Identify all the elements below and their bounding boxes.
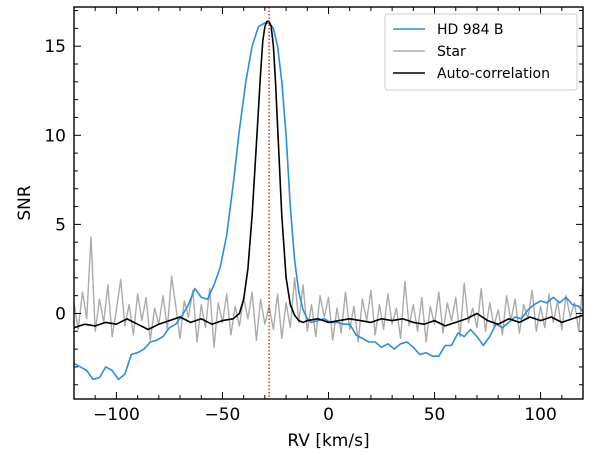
x-tick-label: 100 [524, 405, 556, 425]
series-layer [74, 20, 583, 381]
x-tick-label: −100 [93, 405, 140, 425]
x-axis-label: RV [km/s] [287, 431, 369, 451]
x-tick-label: 0 [323, 405, 334, 425]
y-axis-label: SNR [15, 185, 35, 221]
series-line-star [74, 236, 583, 348]
y-tick-label: 0 [55, 304, 66, 324]
y-tick-label: 5 [55, 215, 66, 235]
x-tick-label: −50 [205, 405, 241, 425]
y-axis-ticks: 0 5 10 15 [44, 10, 583, 386]
x-tick-label: 50 [424, 405, 446, 425]
series-line-auto-correlation [74, 20, 583, 331]
legend: HD 984 B Star Auto-correlation [384, 13, 578, 91]
x-axis-ticks: −100 −50 0 50 100 [73, 7, 584, 425]
legend-label-hd984b: HD 984 B [437, 22, 504, 38]
y-tick-label: 15 [44, 37, 66, 57]
legend-box [384, 13, 578, 91]
legend-label-star: Star [437, 44, 466, 60]
legend-label-autocorrelation: Auto-correlation [437, 66, 550, 82]
y-tick-label: 10 [44, 126, 66, 146]
